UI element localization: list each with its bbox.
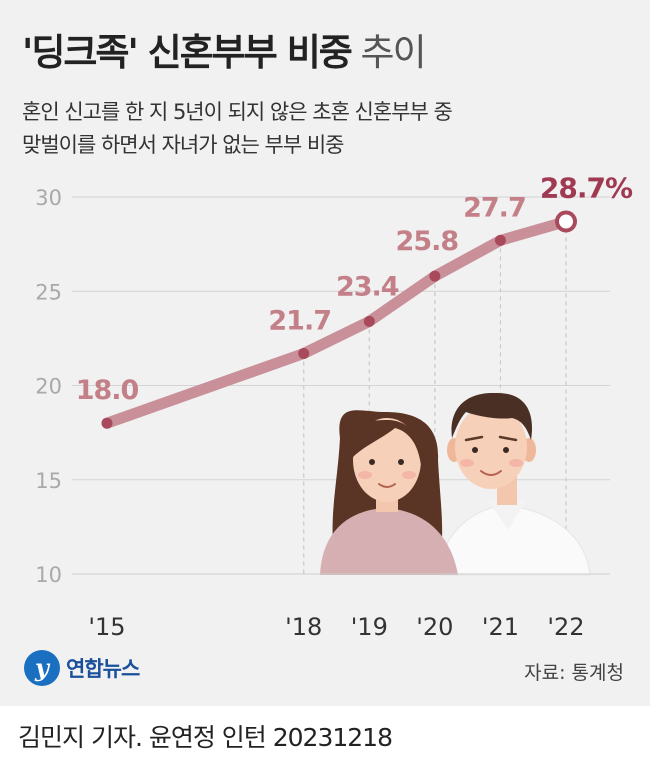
data-label: 23.4: [336, 271, 399, 302]
data-point: [298, 347, 310, 359]
y-tick-label: 30: [35, 186, 62, 210]
y-tick-label: 10: [35, 563, 62, 587]
data-point: [363, 315, 375, 327]
data-label: 28.7%: [540, 172, 633, 205]
couple-illustration: [320, 392, 591, 576]
y-tick-label: 15: [35, 469, 62, 493]
data-labels: 18.0 21.723.4 25.827.7 28.7%: [76, 172, 634, 407]
title-strong: '딩크족' 신혼부부 비중: [22, 31, 353, 74]
data-label: 25.8: [396, 226, 459, 257]
data-point: [494, 234, 506, 246]
data-point: [429, 270, 441, 282]
credit-bar: 김민지 기자. 윤연정 인턴 20231218: [0, 706, 650, 763]
subtitle-line-2: 맞벌이를 하면서 자녀가 없는 부부 비중: [22, 133, 344, 157]
series-line: [101, 216, 572, 429]
logo-text: 연합뉴스: [66, 657, 140, 681]
data-point-last: [555, 210, 577, 233]
logo-mark: y: [24, 650, 60, 686]
y-tick-label: 20: [35, 375, 62, 399]
x-tick-label: '15: [88, 613, 125, 641]
x-tick-label: '18: [285, 613, 322, 641]
x-tick-label: '19: [351, 613, 388, 641]
x-tick-label: '21: [482, 613, 519, 641]
credit-text: 김민지 기자. 윤연정 인턴 20231218: [18, 723, 393, 752]
page-title: '딩크족' 신혼부부 비중 추이: [22, 22, 427, 76]
data-point: [101, 417, 113, 429]
subtitle: 혼인 신고를 한 지 5년이 되지 않은 초혼 신혼부부 중 맞벌이를 하면서 …: [22, 96, 453, 162]
x-tick-label: '22: [547, 613, 584, 641]
yonhap-logo: y 연합뉴스: [24, 650, 140, 686]
data-label: 21.7: [268, 305, 331, 336]
title-light: 추이: [360, 31, 427, 74]
x-tick-label: '20: [416, 613, 453, 641]
line-chart: 10 15 20 25 30: [35, 172, 634, 641]
subtitle-line-1: 혼인 신고를 한 지 5년이 되지 않은 초혼 신혼부부 중: [22, 100, 453, 124]
y-tick-label: 25: [35, 280, 62, 304]
source-note: 자료: 통계청: [524, 662, 624, 684]
data-points: [101, 210, 577, 429]
x-axis-labels: '15 '18 '19 '20 '21 '22: [88, 613, 584, 641]
y-axis-labels: 10 15 20 25 30: [35, 186, 62, 587]
data-label: 18.0: [76, 375, 139, 406]
data-label: 27.7: [463, 192, 526, 223]
